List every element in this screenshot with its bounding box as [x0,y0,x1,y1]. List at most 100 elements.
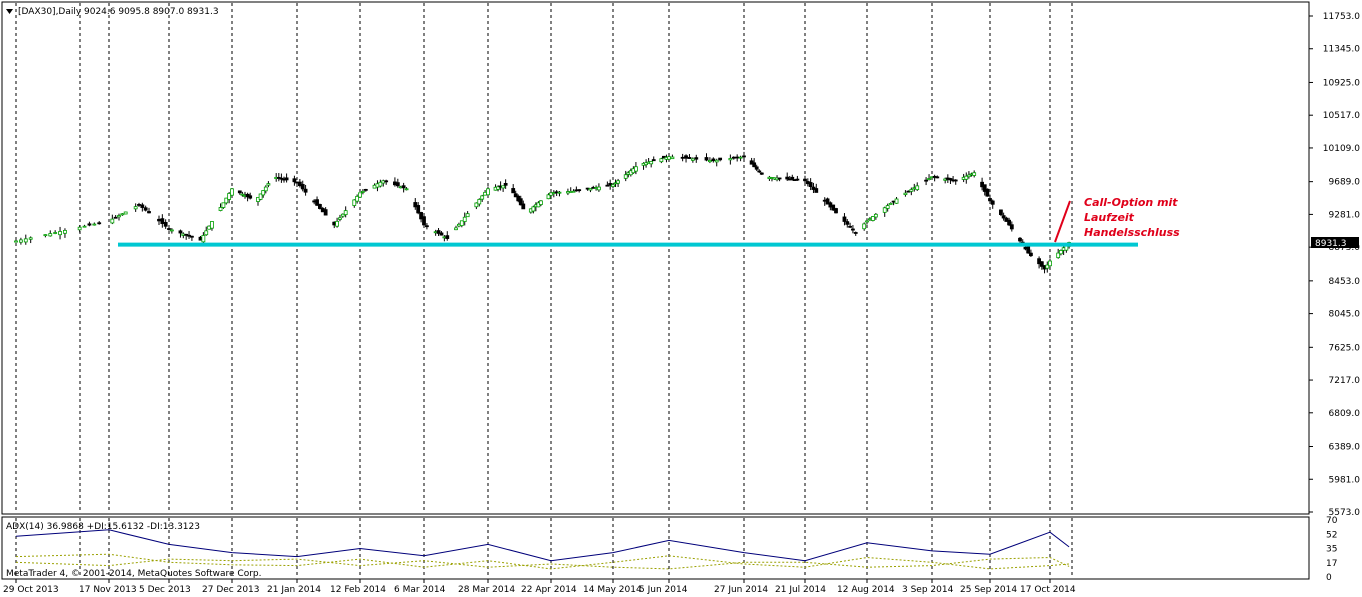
candle-body [201,235,206,243]
candle-body [53,232,58,234]
candle-body [511,188,516,194]
price-candle [888,202,893,205]
price-candle [82,224,87,228]
candle-body [708,159,712,163]
candle-body [1045,264,1050,269]
candle-body [557,191,562,194]
price-candle [261,190,266,198]
candle-body [480,195,485,200]
candle-body [670,156,675,160]
candle-body [831,204,836,211]
price-candle [848,222,852,228]
candle-body [167,228,171,230]
candle-body [113,216,118,219]
candle-body [868,218,872,221]
candle-body [873,213,878,218]
candle-body [834,208,838,214]
candle-body [704,157,709,161]
price-candle [851,225,855,234]
candle-body [1026,246,1031,254]
candle-body [413,202,418,208]
candle-body [738,156,743,159]
candle-body [752,162,757,168]
candle-body [616,180,620,184]
price-tick-label: 10109.0 [1323,144,1360,154]
price-candle [190,235,194,241]
price-candle [110,214,115,225]
candle-body [795,178,800,181]
candle-body [964,175,969,180]
price-candle [1004,216,1009,222]
price-candle [323,207,328,216]
price-candle [92,222,97,226]
price-candle [23,234,28,245]
candle-body [496,186,500,190]
candle-body [659,158,664,163]
candle-body [190,235,194,238]
price-candle [1009,221,1014,232]
price-candle [988,194,992,202]
price-candle [77,225,82,233]
price-candle [133,203,138,212]
indicator-tick-label: 17 [1326,559,1337,569]
candle-body [577,189,582,192]
price-candle [474,202,479,210]
candle-body [531,206,536,212]
price-candle [48,230,53,237]
price-candle [425,223,429,230]
candle-body [210,221,214,229]
candle-body [110,218,115,224]
date-tick-label: 3 Sep 2014 [902,585,954,595]
candle-body [924,179,928,182]
price-candle [87,221,92,227]
price-candle [790,174,795,181]
candle-body [230,188,234,196]
dropdown-triangle-icon[interactable] [6,9,13,14]
candle-body [687,157,692,159]
price-candle [419,211,423,223]
price-candle [518,195,523,206]
date-tick-label: 17 Nov 2013 [79,585,137,595]
price-candle [178,229,183,238]
candle-body [300,184,305,190]
candle-body [147,211,151,214]
price-candle [169,228,174,234]
current-price-tag [1311,237,1359,248]
price-axis: 11753.0 11345.0 10925.0 10517.0 10109.0 9689.… [1309,12,1360,518]
price-candle [752,158,757,168]
candle-body [318,204,322,209]
candle-body [422,216,426,226]
price-candle [623,170,628,182]
candle-body [742,155,746,158]
candle-body [808,182,813,188]
price-candle [503,179,508,189]
candle-body [416,205,421,214]
candle-body [1048,260,1052,267]
candle-body [714,159,719,163]
candle-body [48,233,53,237]
indicator-series-line [15,556,1070,570]
price-tick-label: 11345.0 [1323,45,1360,55]
price-tick-label: 8873.0 [1329,243,1361,253]
candle-body [718,157,723,161]
price-candle [597,183,601,192]
candle-body [1001,215,1006,219]
candle-body [588,188,593,191]
candle-body [982,184,987,192]
candle-body [117,215,121,218]
price-chart-panel[interactable] [1,1,1310,515]
price-candle [915,182,920,191]
candle-body [28,237,33,240]
date-tick-label: 25 Sep 2014 [960,585,1017,595]
price-candle [777,177,782,182]
price-tick-label: 5573.0 [1329,508,1361,518]
price-candle [187,231,191,239]
candle-body [338,217,342,220]
candle-body [906,190,911,193]
price-candle [204,226,209,236]
price-candle [404,187,409,191]
candle-body [785,176,790,180]
price-candle [416,202,421,215]
price-candle [684,154,688,163]
